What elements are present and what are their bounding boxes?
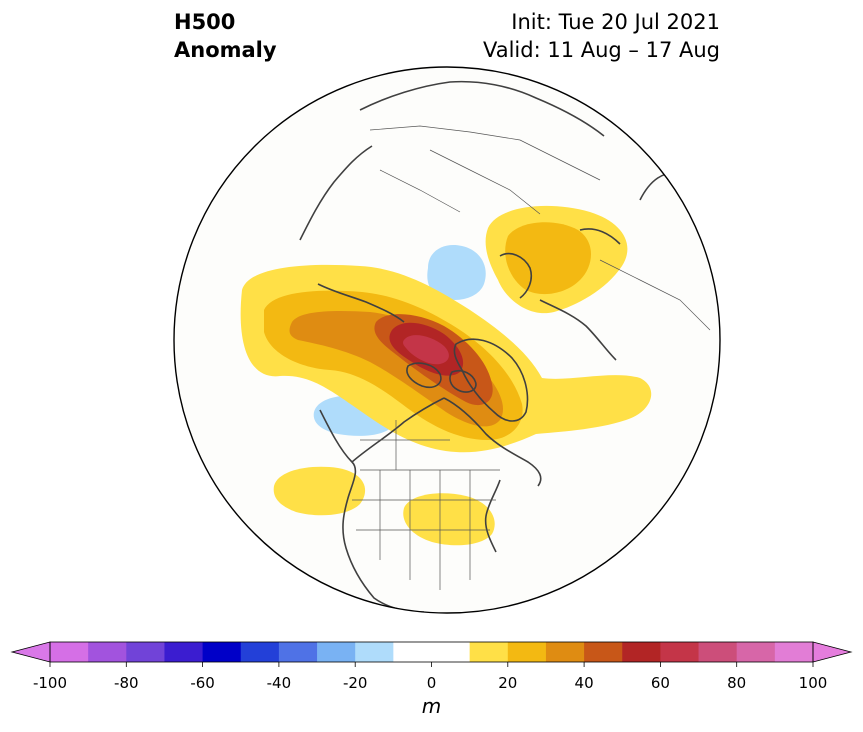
- coastlines: [299, 80, 681, 613]
- colorbar-cell: [278, 642, 318, 662]
- colorbar-tick-marks: [49, 662, 814, 667]
- map-boundary: [173, 66, 721, 614]
- init-date: Init: Tue 20 Jul 2021: [511, 10, 720, 34]
- colorbar-extend-low: [10, 641, 51, 663]
- colorbar-tick-label: -100: [32, 674, 68, 692]
- colorbar-tick-label: -40: [266, 674, 292, 692]
- colorbar-tick-label: 80: [727, 674, 747, 692]
- positive-anomaly-fill: [240, 205, 652, 546]
- colorbar-cell: [355, 642, 394, 662]
- colorbar-cell: [774, 642, 814, 662]
- colorbar-cell: [164, 642, 204, 662]
- colorbar-cell: [431, 642, 471, 662]
- country-borders: [352, 125, 711, 590]
- title-line-type: Anomaly: [174, 38, 277, 62]
- colorbar-tick-label: -80: [114, 674, 139, 692]
- colorbar-tick-label: -60: [190, 674, 215, 692]
- map-title: H500 Anomaly: [174, 8, 277, 64]
- colorbar-cell: [698, 642, 738, 662]
- colorbar-unit: m: [421, 694, 442, 718]
- title-line-variable: H500: [174, 10, 236, 34]
- colorbar-cells: [50, 642, 814, 662]
- colorbar-cell: [88, 642, 127, 662]
- colorbar-cell: [507, 642, 547, 662]
- colorbar-cell: [736, 642, 776, 662]
- colorbar-tick-label: 20: [498, 674, 518, 692]
- colorbar-cell: [240, 642, 280, 662]
- colorbar-cell: [622, 642, 661, 662]
- colorbar-cell: [469, 642, 509, 662]
- valid-range: Valid: 11 Aug – 17 Aug: [482, 38, 720, 62]
- colorbar-cell: [545, 642, 585, 662]
- colorbar-tick-label: -20: [342, 674, 368, 692]
- colorbar-cell: [393, 642, 432, 662]
- colorbar-cell: [126, 642, 165, 662]
- colorbar-cell: [584, 642, 623, 662]
- colorbar-tick-label: 100: [798, 674, 828, 692]
- colorbar-cell: [317, 642, 356, 662]
- colorbar-cell: [660, 642, 700, 662]
- colorbar-extend-high: [812, 641, 853, 663]
- colorbar-tick-label: 40: [574, 674, 594, 692]
- colorbar-tick-label: 0: [426, 674, 437, 692]
- colorbar-cell: [202, 642, 242, 662]
- colorbar-cell: [50, 642, 89, 662]
- colorbar-tick-label: 60: [650, 674, 670, 692]
- init-valid-block: Init: Tue 20 Jul 2021 Valid: 11 Aug – 17…: [483, 8, 720, 64]
